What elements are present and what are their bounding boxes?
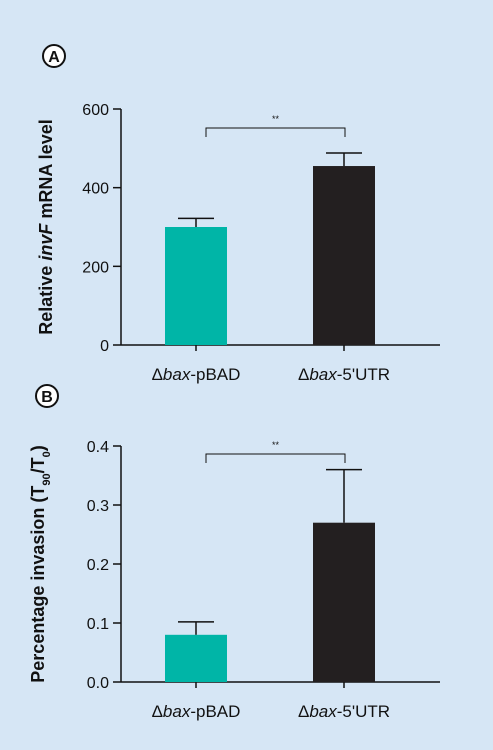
ylabel-mid: /T — [28, 457, 48, 473]
panel-a-ylabel: Relative invF mRNA level — [36, 119, 56, 334]
ylabel-prefix: Percentage invasion (T — [28, 486, 48, 683]
panel-b-category-label-1: Δbax-5'UTR — [298, 702, 390, 721]
ylabel-gene: invF — [36, 223, 56, 261]
panel-b-label-circle — [35, 384, 59, 408]
ylabel-suffix: ) — [28, 445, 48, 451]
panel-b-significance-label: ** — [272, 440, 280, 450]
ylabel-subscript-1: 90 — [41, 473, 53, 485]
category-gene: bax — [309, 365, 337, 384]
panel-b-bar-0 — [165, 634, 227, 682]
panel-a-category-label-1: Δbax-5'UTR — [298, 365, 390, 384]
panel-b-y-tick-label-4: 0.4 — [87, 439, 109, 456]
panel-b-bar-1 — [313, 522, 375, 682]
panel-b-significance-bracket — [205, 453, 346, 463]
category-gene: bax — [309, 702, 337, 721]
panel-a-label-circle — [42, 44, 66, 68]
panel-b-category-label-0: Δbax-pBAD — [152, 702, 241, 721]
panel-b-y-tick-label-3: 0.3 — [87, 498, 109, 515]
panel-b-y-tick-label-0: 0.0 — [87, 675, 109, 692]
panel-b-label: B — [41, 389, 53, 406]
panel-a-bar-1 — [313, 166, 375, 345]
category-gene: bax — [163, 365, 191, 384]
panel-a-y-tick-label-3: 600 — [82, 102, 109, 119]
category-gene: bax — [163, 702, 191, 721]
category-suffix: -5'UTR — [337, 365, 390, 384]
delta-glyph: Δ — [298, 365, 309, 384]
panel-a-significance-bracket — [205, 127, 346, 137]
panel-a-bar-0 — [165, 227, 227, 345]
ylabel-suffix: mRNA level — [36, 119, 56, 223]
delta-glyph: Δ — [152, 702, 163, 721]
delta-glyph: Δ — [298, 702, 309, 721]
category-suffix: -pBAD — [190, 702, 240, 721]
panel-a-y-tick-label-2: 400 — [82, 181, 109, 198]
ylabel-prefix: Relative — [36, 261, 56, 335]
category-suffix: -5'UTR — [337, 702, 390, 721]
panel-a-label: A — [48, 49, 60, 66]
panel-a-category-label-0: Δbax-pBAD — [152, 365, 241, 384]
ylabel-subscript-2: 0 — [41, 451, 53, 457]
panel-b-y-tick-label-1: 0.1 — [87, 616, 109, 633]
panel-b-y-tick-label-2: 0.2 — [87, 557, 109, 574]
panel-b-ylabel: Percentage invasion (T90/T0) — [28, 445, 53, 682]
panel-a-y-tick-label-0: 0 — [100, 338, 109, 355]
delta-glyph: Δ — [152, 365, 163, 384]
panel-a-y-tick-label-1: 200 — [82, 259, 109, 276]
category-suffix: -pBAD — [190, 365, 240, 384]
panel-a-significance-label: ** — [272, 114, 280, 124]
